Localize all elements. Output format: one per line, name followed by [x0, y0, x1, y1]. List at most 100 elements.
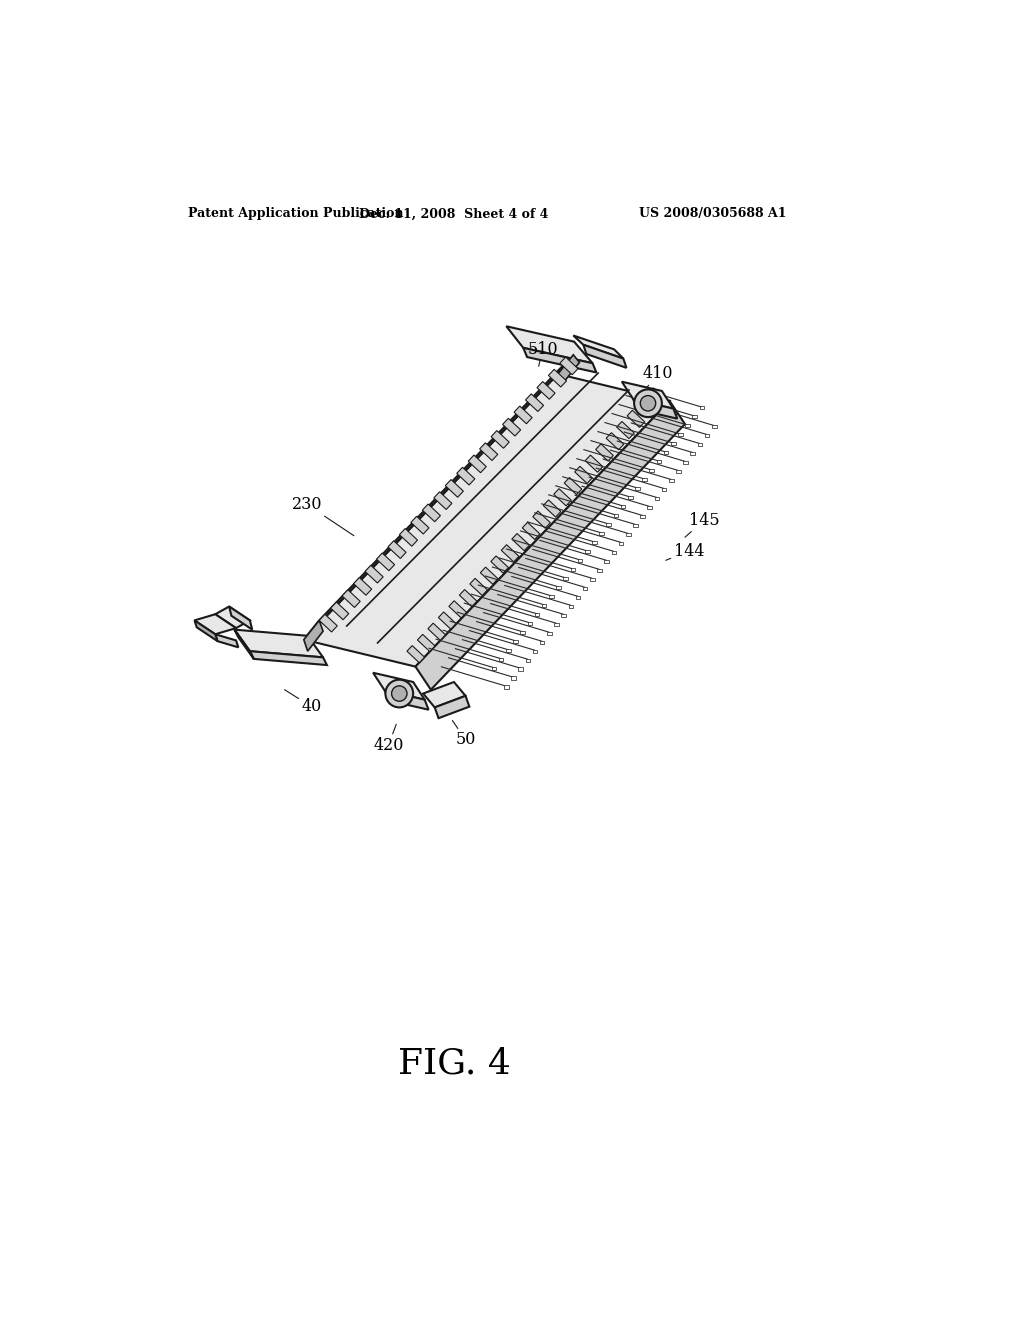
Polygon shape: [613, 515, 618, 517]
Polygon shape: [656, 461, 662, 463]
Polygon shape: [540, 640, 545, 644]
Polygon shape: [544, 500, 561, 517]
Text: FIG. 4: FIG. 4: [397, 1047, 510, 1080]
Polygon shape: [353, 578, 372, 595]
Text: Dec. 11, 2008  Sheet 4 of 4: Dec. 11, 2008 Sheet 4 of 4: [359, 207, 549, 220]
Polygon shape: [532, 649, 538, 652]
Polygon shape: [606, 523, 611, 527]
Polygon shape: [418, 635, 435, 652]
Polygon shape: [554, 623, 559, 626]
Polygon shape: [520, 631, 525, 634]
Text: Patent Application Publication: Patent Application Publication: [188, 207, 403, 220]
Text: 510: 510: [527, 341, 558, 367]
Polygon shape: [525, 393, 544, 412]
Polygon shape: [626, 533, 631, 536]
Polygon shape: [568, 605, 573, 607]
Circle shape: [391, 686, 407, 701]
Polygon shape: [585, 550, 590, 553]
Polygon shape: [575, 595, 581, 599]
Polygon shape: [583, 586, 588, 590]
Polygon shape: [606, 433, 624, 450]
Text: 410: 410: [643, 366, 673, 388]
Polygon shape: [470, 578, 487, 595]
Text: 144: 144: [666, 543, 705, 560]
Polygon shape: [585, 455, 603, 473]
Polygon shape: [195, 620, 217, 642]
Text: 50: 50: [453, 721, 476, 748]
Polygon shape: [525, 659, 530, 661]
Polygon shape: [506, 649, 511, 652]
Polygon shape: [648, 388, 666, 405]
Polygon shape: [503, 418, 520, 436]
Polygon shape: [399, 528, 418, 546]
Polygon shape: [385, 690, 429, 710]
Polygon shape: [570, 568, 575, 572]
Polygon shape: [669, 479, 674, 482]
Circle shape: [385, 680, 413, 708]
Polygon shape: [499, 657, 504, 661]
Polygon shape: [676, 470, 681, 473]
Polygon shape: [532, 511, 550, 528]
Polygon shape: [611, 550, 616, 553]
Polygon shape: [522, 523, 540, 540]
Polygon shape: [511, 676, 516, 680]
Polygon shape: [564, 478, 582, 495]
Polygon shape: [234, 630, 254, 659]
Polygon shape: [596, 444, 613, 461]
Polygon shape: [549, 595, 554, 598]
Polygon shape: [592, 541, 597, 544]
Polygon shape: [556, 586, 561, 589]
Polygon shape: [690, 451, 695, 455]
Polygon shape: [584, 345, 627, 368]
Polygon shape: [460, 590, 477, 607]
Polygon shape: [671, 442, 676, 445]
Text: 40: 40: [285, 689, 322, 715]
Polygon shape: [560, 358, 578, 375]
Polygon shape: [304, 374, 670, 667]
Polygon shape: [234, 630, 323, 657]
Polygon shape: [468, 455, 486, 473]
Polygon shape: [685, 424, 690, 428]
Polygon shape: [649, 469, 654, 473]
Polygon shape: [502, 545, 519, 562]
Polygon shape: [634, 400, 677, 418]
Polygon shape: [597, 569, 602, 572]
Polygon shape: [697, 442, 702, 446]
Polygon shape: [411, 516, 429, 535]
Text: 420: 420: [374, 725, 403, 754]
Circle shape: [634, 389, 662, 417]
Polygon shape: [229, 607, 252, 630]
Polygon shape: [518, 668, 523, 671]
Polygon shape: [527, 622, 532, 626]
Polygon shape: [635, 487, 640, 490]
Polygon shape: [215, 635, 239, 647]
Polygon shape: [554, 488, 571, 506]
Polygon shape: [195, 614, 237, 635]
Polygon shape: [616, 421, 634, 438]
Polygon shape: [622, 381, 674, 409]
Polygon shape: [250, 651, 327, 665]
Polygon shape: [654, 496, 659, 500]
Polygon shape: [633, 524, 638, 527]
Polygon shape: [561, 614, 566, 616]
Polygon shape: [492, 430, 509, 449]
Polygon shape: [479, 442, 498, 461]
Polygon shape: [578, 560, 583, 562]
Text: 145: 145: [685, 512, 720, 537]
Polygon shape: [319, 614, 337, 632]
Polygon shape: [388, 541, 407, 558]
Polygon shape: [662, 487, 667, 491]
Polygon shape: [523, 348, 596, 372]
Polygon shape: [549, 370, 566, 387]
Polygon shape: [373, 673, 425, 700]
Polygon shape: [428, 623, 445, 640]
Polygon shape: [490, 556, 509, 573]
Polygon shape: [705, 434, 710, 437]
Polygon shape: [642, 478, 647, 482]
Polygon shape: [699, 407, 705, 409]
Polygon shape: [640, 515, 645, 517]
Polygon shape: [604, 560, 609, 562]
Polygon shape: [628, 496, 633, 499]
Circle shape: [640, 396, 655, 411]
Polygon shape: [416, 401, 685, 689]
